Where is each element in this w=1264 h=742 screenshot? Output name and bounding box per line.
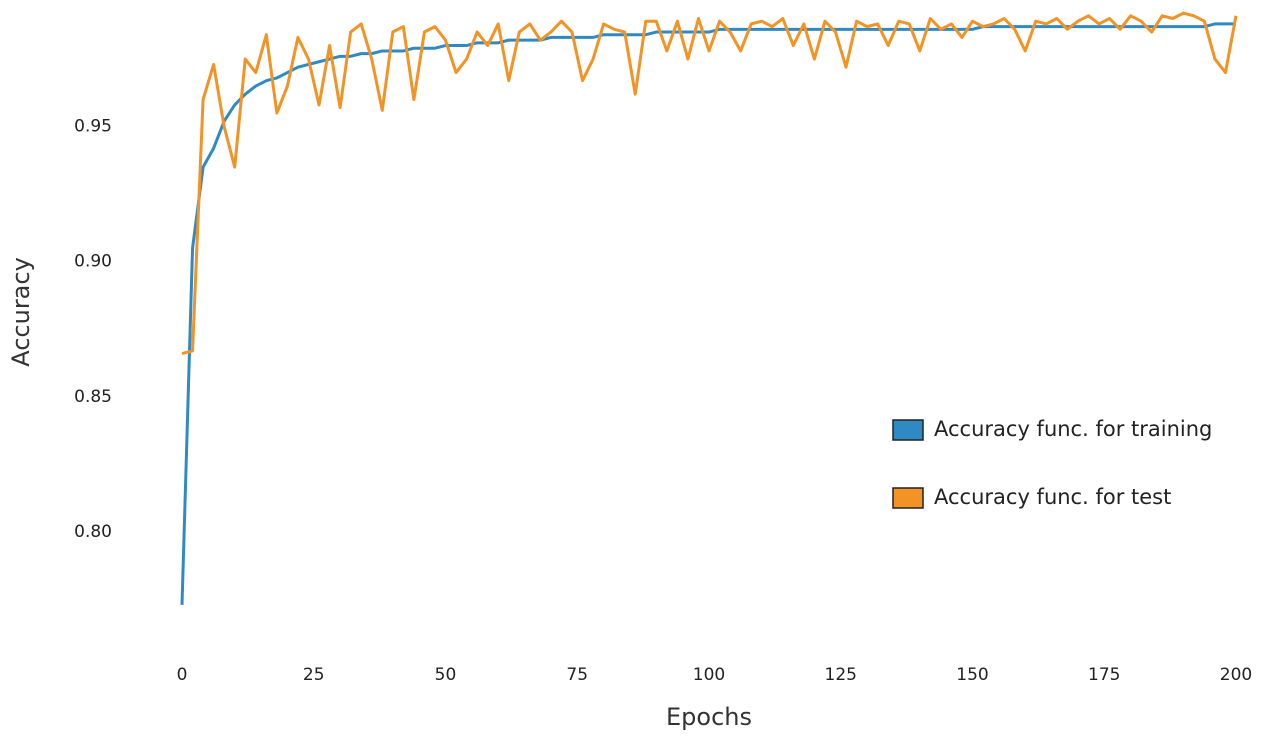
legend-swatch (892, 419, 924, 441)
series-line (181, 11, 1238, 356)
x-tick-label: 150 (956, 665, 988, 685)
x-tick-label: 125 (825, 665, 857, 685)
y-tick-label: 0.80 (74, 522, 112, 542)
legend-swatch (892, 487, 924, 509)
x-tick-label: 25 (303, 665, 325, 685)
x-axis-title: Epochs (666, 703, 752, 731)
legend-label: Accuracy func. for test (934, 485, 1171, 509)
y-axis-title: Accuracy (7, 257, 35, 367)
x-tick-label: 100 (693, 665, 725, 685)
y-tick-label: 0.90 (74, 252, 112, 272)
y-tick-label: 0.85 (74, 387, 112, 407)
x-tick-label: 0 (177, 665, 188, 685)
x-tick-label: 50 (435, 665, 457, 685)
x-tick-label: 175 (1088, 665, 1120, 685)
y-tick-label: 0.95 (74, 117, 112, 137)
x-tick-label: 200 (1220, 665, 1252, 685)
legend-label: Accuracy func. for training (934, 417, 1212, 441)
x-tick-label: 75 (566, 665, 588, 685)
series-line (180, 22, 1236, 605)
